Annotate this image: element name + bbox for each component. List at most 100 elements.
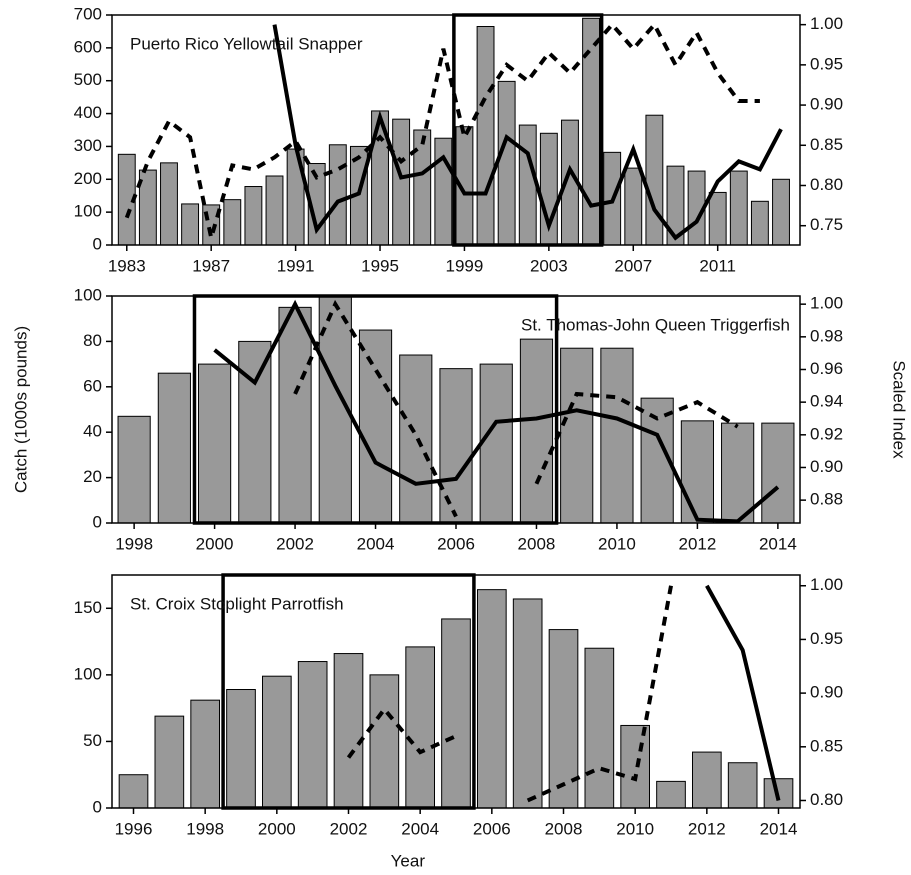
bar bbox=[117, 415, 151, 523]
y2-tick-label: 0.94 bbox=[810, 392, 843, 411]
y-tick-label: 60 bbox=[83, 376, 102, 395]
panel-title: Puerto Rico Yellowtail Snapper bbox=[130, 34, 363, 53]
bar bbox=[265, 175, 284, 245]
bar bbox=[297, 661, 328, 808]
bar bbox=[262, 675, 292, 808]
x-tick-label: 2012 bbox=[678, 534, 716, 553]
x-tick-label: 2007 bbox=[614, 256, 652, 275]
bar bbox=[761, 422, 795, 523]
index-line bbox=[705, 584, 781, 801]
y2-tick-label: 0.95 bbox=[810, 54, 843, 73]
x-tick-label: 2012 bbox=[688, 819, 726, 838]
index-line bbox=[272, 24, 783, 241]
x-tick-label: 1996 bbox=[115, 819, 153, 838]
bar bbox=[392, 118, 411, 245]
y2-tick-label: 0.85 bbox=[810, 736, 843, 755]
bar bbox=[405, 646, 436, 808]
x-tick-label: 2006 bbox=[437, 534, 475, 553]
bar bbox=[157, 372, 191, 523]
x-tick-label: 2004 bbox=[357, 534, 395, 553]
x-axis-label: Year bbox=[391, 851, 426, 870]
bar bbox=[727, 762, 758, 808]
bar bbox=[413, 129, 432, 245]
bar bbox=[600, 347, 634, 523]
panel-title: St. Thomas-John Queen Triggerfish bbox=[521, 315, 790, 334]
plot-frame bbox=[111, 574, 801, 809]
bar bbox=[154, 715, 185, 808]
bar bbox=[476, 26, 495, 245]
y2-tick-label: 0.88 bbox=[810, 490, 843, 509]
bar bbox=[399, 354, 433, 523]
y2-tick-label: 0.98 bbox=[810, 326, 843, 345]
bar bbox=[455, 126, 474, 245]
y-tick-label: 400 bbox=[74, 103, 102, 122]
x-tick-label: 2010 bbox=[598, 534, 636, 553]
bar bbox=[512, 598, 543, 808]
x-tick-label: 1999 bbox=[446, 256, 484, 275]
bar bbox=[645, 114, 664, 245]
bar bbox=[278, 306, 312, 523]
x-tick-label: 1998 bbox=[115, 534, 153, 553]
bar bbox=[708, 191, 727, 245]
bar bbox=[750, 200, 769, 245]
x-tick-label: 2014 bbox=[759, 534, 797, 553]
y-tick-label: 300 bbox=[74, 136, 102, 155]
y2-tick-label: 0.90 bbox=[810, 95, 843, 114]
y-tick-label: 700 bbox=[74, 4, 102, 23]
y-tick-label: 40 bbox=[83, 422, 102, 441]
bar bbox=[434, 137, 453, 245]
bar bbox=[358, 329, 393, 523]
y-tick-label: 150 bbox=[74, 598, 102, 617]
x-tick-label: 2000 bbox=[258, 819, 296, 838]
bar bbox=[772, 178, 790, 245]
x-tick-label: 2004 bbox=[401, 819, 439, 838]
bar bbox=[333, 653, 364, 808]
y2-tick-label: 0.96 bbox=[810, 359, 843, 378]
y-tick-label: 20 bbox=[83, 467, 102, 486]
bar bbox=[519, 338, 554, 523]
x-tick-label: 2010 bbox=[616, 819, 654, 838]
bar bbox=[118, 774, 149, 808]
y-tick-label: 0 bbox=[93, 234, 102, 253]
bar bbox=[497, 80, 516, 245]
y-axis-label: Catch (1000s pounds) bbox=[11, 326, 30, 493]
y-tick-label: 100 bbox=[74, 202, 102, 221]
y2-tick-label: 0.80 bbox=[810, 790, 843, 809]
y2-tick-label: 0.85 bbox=[810, 135, 843, 154]
bar bbox=[371, 110, 389, 245]
bar bbox=[680, 420, 714, 523]
bar bbox=[582, 17, 601, 245]
y2-tick-label: 1.00 bbox=[810, 294, 843, 313]
bar bbox=[479, 363, 513, 523]
y2-tick-label: 0.80 bbox=[810, 175, 843, 194]
x-tick-label: 2003 bbox=[530, 256, 568, 275]
y2-axis-label: Scaled Index bbox=[890, 360, 909, 459]
y2-tick-label: 0.90 bbox=[810, 457, 843, 476]
index-line bbox=[213, 299, 780, 523]
bar bbox=[548, 629, 579, 808]
x-tick-label: 2008 bbox=[545, 819, 583, 838]
x-tick-label: 2002 bbox=[276, 534, 314, 553]
y-tick-label: 80 bbox=[83, 331, 102, 350]
y2-tick-label: 1.00 bbox=[810, 575, 843, 594]
y2-tick-label: 0.75 bbox=[810, 215, 843, 234]
bar bbox=[439, 368, 473, 523]
bar bbox=[656, 780, 686, 808]
y-tick-label: 500 bbox=[74, 70, 102, 89]
bar bbox=[584, 647, 615, 808]
x-tick-label: 2000 bbox=[196, 534, 234, 553]
bar bbox=[198, 363, 232, 523]
bar bbox=[369, 674, 400, 808]
index-line bbox=[346, 585, 673, 803]
y2-tick-label: 0.95 bbox=[810, 629, 843, 648]
y-tick-label: 50 bbox=[83, 731, 102, 750]
y2-tick-label: 0.92 bbox=[810, 424, 843, 443]
bar bbox=[518, 124, 537, 245]
x-tick-label: 2006 bbox=[473, 819, 511, 838]
panel-title: St. Croix Stoplight Parrotfish bbox=[130, 594, 344, 613]
x-tick-label: 1991 bbox=[277, 256, 315, 275]
y2-tick-label: 1.00 bbox=[810, 14, 843, 33]
x-tick-label: 2002 bbox=[330, 819, 368, 838]
y2-tick-label: 0.90 bbox=[810, 683, 843, 702]
